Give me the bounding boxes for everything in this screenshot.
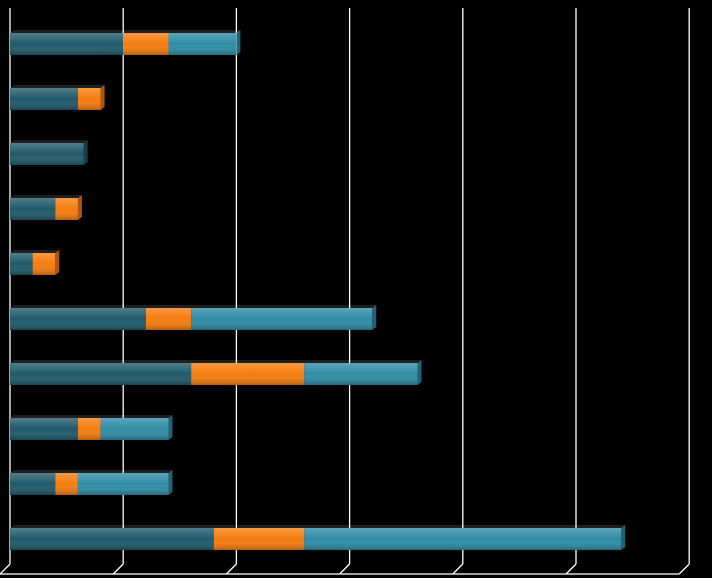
bar-shade-1-3 [168, 33, 237, 55]
gridline-foot-4 [225, 563, 237, 575]
bar-shade-5-1 [10, 253, 33, 275]
bar-shade-8-3 [100, 418, 169, 440]
bar-top-7 [10, 360, 422, 363]
bar-shade-4-1 [10, 198, 56, 220]
bar-row-9 [10, 470, 173, 495]
bar-row-1 [10, 30, 241, 55]
bar-shade-6-3 [191, 308, 373, 330]
gridline-foot-0 [0, 563, 11, 575]
bar-shade-6-1 [10, 308, 146, 330]
bar-row-5 [10, 250, 60, 275]
bar-shade-3-1 [10, 143, 84, 165]
gridline-foot-6 [339, 563, 351, 575]
bar-shade-7-3 [304, 363, 418, 385]
bar-shade-2-1 [10, 88, 78, 110]
bar-shade-9-3 [77, 473, 169, 495]
bar-shade-8-1 [10, 418, 78, 440]
gridline-foot-12 [678, 563, 690, 575]
bar-cap-3 [83, 140, 88, 165]
bar-row-7 [10, 360, 422, 385]
bar-row-10 [10, 525, 626, 550]
bar-shade-8-2 [77, 418, 101, 440]
bar-shade-10-2 [213, 528, 305, 550]
bar-shade-9-2 [55, 473, 78, 495]
bar-top-9 [10, 470, 173, 473]
bar-cap-5 [55, 250, 60, 275]
gridline-foot-10 [565, 563, 577, 575]
gridline-foot-8 [452, 563, 464, 575]
bar-top-10 [10, 525, 626, 528]
bar-shade-7-2 [191, 363, 305, 385]
bar-cap-9 [168, 470, 173, 495]
bar-shade-10-1 [10, 528, 214, 550]
bar-shade-2-2 [77, 88, 101, 110]
bar-top-2 [10, 85, 105, 88]
bar-shade-7-1 [10, 363, 192, 385]
bar-cap-10 [621, 525, 626, 550]
bar-cap-8 [168, 415, 173, 440]
bar-cap-2 [100, 85, 105, 110]
bar-top-6 [10, 305, 377, 308]
bar-top-5 [10, 250, 60, 253]
bar-cap-6 [372, 305, 377, 330]
bar-row-2 [10, 85, 105, 110]
bar-shade-9-1 [10, 473, 56, 495]
bars [10, 30, 626, 550]
bar-cap-4 [77, 195, 82, 220]
gridlines [0, 8, 690, 575]
bar-shade-1-2 [123, 33, 169, 55]
bar-shade-6-2 [145, 308, 192, 330]
bar-row-8 [10, 415, 173, 440]
bar-top-3 [10, 140, 88, 143]
bar-cap-7 [417, 360, 422, 385]
bar-row-4 [10, 195, 82, 220]
bar-shade-1-1 [10, 33, 124, 55]
bar-row-6 [10, 305, 377, 330]
gridline-foot-2 [112, 563, 124, 575]
bar-shade-5-2 [32, 253, 56, 275]
bar-row-3 [10, 140, 88, 165]
bar-cap-1 [236, 30, 241, 55]
bar-top-4 [10, 195, 82, 198]
bar-shade-4-2 [55, 198, 78, 220]
bar-shade-10-3 [304, 528, 622, 550]
bar-top-8 [10, 415, 173, 418]
bar-top-1 [10, 30, 241, 33]
